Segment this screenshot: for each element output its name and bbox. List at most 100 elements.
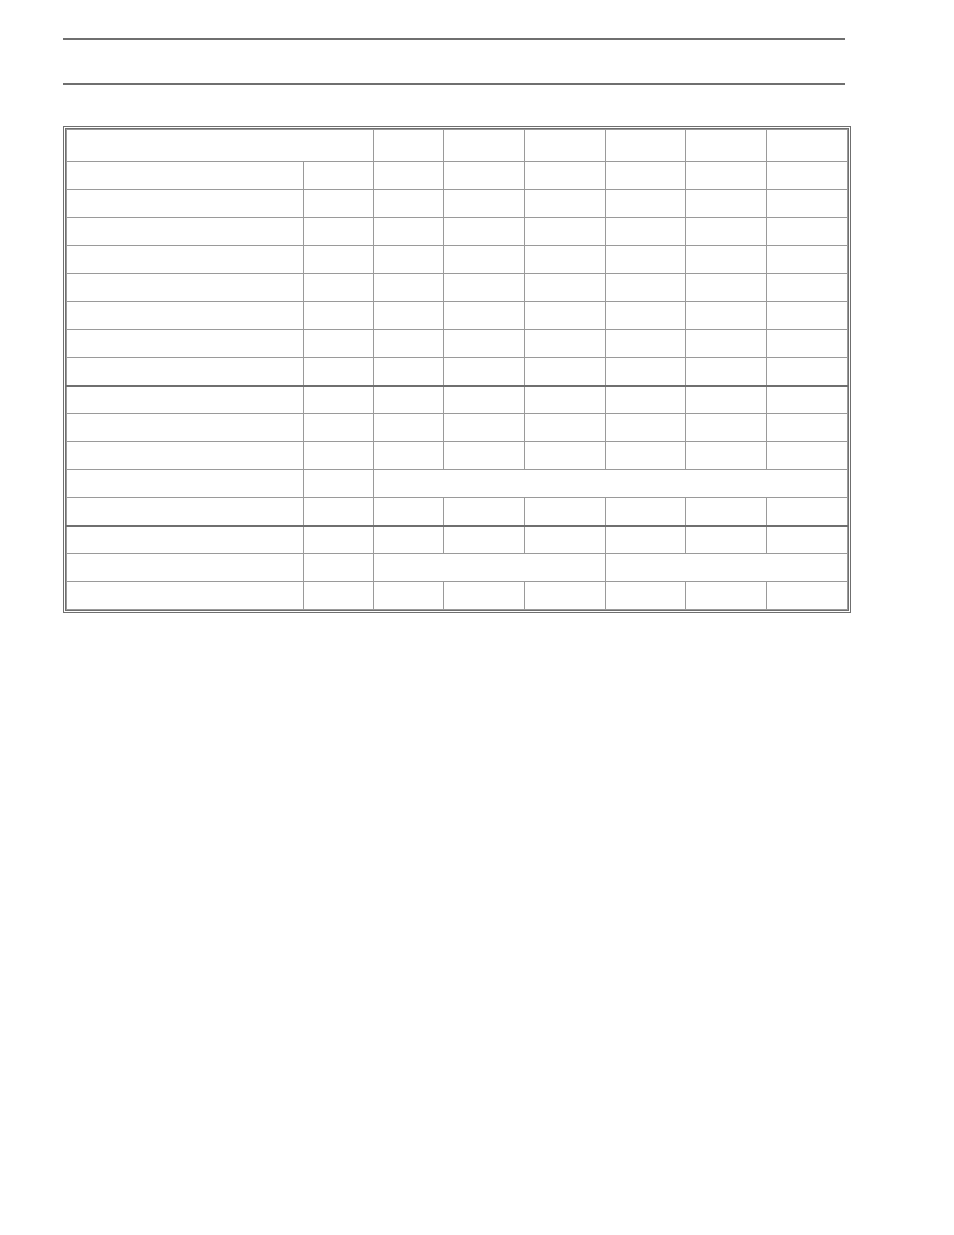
table-cell	[303, 246, 373, 274]
table-cell	[767, 274, 848, 302]
table-cell	[767, 582, 848, 610]
table-cell	[374, 470, 848, 498]
table-cell	[767, 498, 848, 526]
table-cell	[303, 302, 373, 330]
table-cell	[374, 358, 444, 386]
table-cell	[767, 246, 848, 274]
table-cell	[444, 130, 525, 162]
table-cell	[686, 358, 767, 386]
table-cell	[444, 218, 525, 246]
table-row	[67, 526, 848, 554]
table-cell	[303, 498, 373, 526]
table-cell	[444, 302, 525, 330]
page	[0, 0, 954, 1235]
table-cell	[303, 442, 373, 470]
table-row	[67, 414, 848, 442]
table-cell	[524, 302, 605, 330]
table-cell	[767, 414, 848, 442]
table-cell	[444, 498, 525, 526]
table-cell	[686, 274, 767, 302]
table-cell	[303, 330, 373, 358]
table-cell	[303, 274, 373, 302]
table-cell	[686, 386, 767, 414]
table-cell	[524, 442, 605, 470]
table-cell	[605, 386, 686, 414]
table-cell	[686, 130, 767, 162]
table-cell	[524, 358, 605, 386]
table-cell	[303, 554, 373, 582]
table-cell	[605, 218, 686, 246]
table-cell	[67, 554, 304, 582]
table-cell	[686, 246, 767, 274]
table-cell	[374, 190, 444, 218]
table-cell	[67, 130, 374, 162]
table-cell	[374, 498, 444, 526]
table-row	[67, 162, 848, 190]
table-cell	[524, 190, 605, 218]
table-cell	[67, 386, 304, 414]
table-cell	[374, 302, 444, 330]
table-cell	[686, 442, 767, 470]
table-cell	[67, 526, 304, 554]
table-cell	[374, 162, 444, 190]
table-cell	[444, 246, 525, 274]
table-cell	[374, 330, 444, 358]
table-cell	[524, 162, 605, 190]
table-cell	[67, 470, 304, 498]
table-cell	[303, 162, 373, 190]
table-cell	[605, 582, 686, 610]
table-cell	[67, 302, 304, 330]
table-row	[67, 274, 848, 302]
table-cell	[524, 498, 605, 526]
table-cell	[767, 442, 848, 470]
table-cell	[444, 386, 525, 414]
table-cell	[605, 330, 686, 358]
table-cell	[444, 330, 525, 358]
table-cell	[444, 190, 525, 218]
table-cell	[767, 386, 848, 414]
table-cell	[605, 190, 686, 218]
table-cell	[374, 386, 444, 414]
table-cell	[374, 246, 444, 274]
table-cell	[605, 130, 686, 162]
table-cell	[686, 526, 767, 554]
table-cell	[444, 414, 525, 442]
table-cell	[524, 414, 605, 442]
table-cell	[686, 162, 767, 190]
table-cell	[67, 162, 304, 190]
table-cell	[67, 190, 304, 218]
table-cell	[67, 246, 304, 274]
table-cell	[444, 582, 525, 610]
table-cell	[767, 302, 848, 330]
table-cell	[67, 498, 304, 526]
table-cell	[67, 414, 304, 442]
table-cell	[67, 358, 304, 386]
table-cell	[374, 218, 444, 246]
table-cell	[67, 274, 304, 302]
table-cell	[303, 414, 373, 442]
table-cell	[444, 358, 525, 386]
table-cell	[605, 274, 686, 302]
table-row	[67, 190, 848, 218]
table-cell	[444, 526, 525, 554]
table-row	[67, 386, 848, 414]
table-cell	[767, 330, 848, 358]
table-cell	[605, 526, 686, 554]
table-cell	[444, 274, 525, 302]
table-row	[67, 218, 848, 246]
table-cell	[374, 554, 606, 582]
table-cell	[67, 442, 304, 470]
table-row	[67, 358, 848, 386]
table-cell	[67, 218, 304, 246]
table-cell	[605, 302, 686, 330]
table-cell	[303, 526, 373, 554]
table-row	[67, 302, 848, 330]
table-cell	[374, 442, 444, 470]
rule-top	[63, 38, 845, 40]
table-cell	[767, 358, 848, 386]
table-cell	[686, 302, 767, 330]
table-cell	[767, 218, 848, 246]
table-cell	[605, 442, 686, 470]
table-row	[67, 246, 848, 274]
table-cell	[524, 218, 605, 246]
